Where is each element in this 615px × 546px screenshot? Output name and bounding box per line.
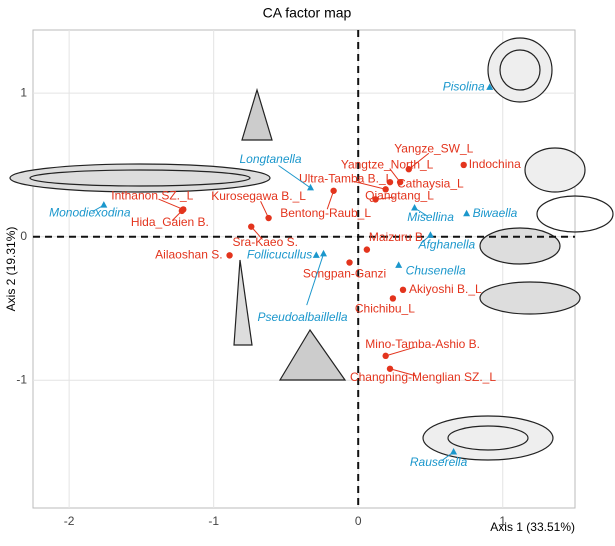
x-tick-label: -2 — [64, 514, 75, 528]
point — [265, 215, 271, 221]
point-label: Bentong-Raub_L — [280, 206, 371, 220]
y-tick-label: 1 — [20, 85, 27, 99]
point-label: Mino-Tamba-Ashio B. — [365, 337, 480, 351]
point-label: Monodiexodina — [49, 205, 131, 219]
point-label: Inthanon SZ._L — [111, 189, 193, 203]
chart-title: CA factor map — [263, 5, 352, 21]
point-label: Kurosegawa B._L — [211, 189, 306, 203]
x-tick-label: 1 — [499, 514, 506, 528]
point-label: Misellina — [407, 210, 454, 224]
point-label: Indochina — [469, 157, 521, 171]
point-label: Biwaella — [473, 206, 518, 220]
x-tick-label: 0 — [355, 514, 362, 528]
point — [179, 208, 185, 214]
point-label: Chusenella — [406, 264, 466, 278]
point-label: Pseudoalbaillella — [257, 310, 347, 324]
point-label: Rauserella — [410, 455, 468, 469]
y-tick-label: 0 — [20, 229, 27, 243]
point-label: Longtanella — [239, 152, 301, 166]
point-label: Follicucullus — [247, 248, 312, 262]
point-label: Akiyoshi B._L — [409, 282, 482, 296]
point-label: Ailaoshan S. — [155, 248, 222, 262]
point-label: Afghanella — [417, 237, 475, 251]
point — [346, 259, 352, 265]
point — [330, 188, 336, 194]
point-label: Yangze_SW_L — [394, 141, 473, 155]
point-label: Ultra-Tamba B._L — [299, 172, 393, 186]
y-axis-title: Axis 2 (19.31%) — [4, 227, 18, 312]
y-tick-label: -1 — [16, 372, 27, 386]
point — [382, 353, 388, 359]
point — [248, 223, 254, 229]
point-label: Pisolina — [443, 80, 485, 94]
point-label: Changning-Menglian SZ._L — [350, 370, 496, 384]
point — [364, 246, 370, 252]
x-tick-label: -1 — [208, 514, 219, 528]
point-label: Yangtze_North_L — [341, 157, 434, 171]
chart: CA factor map Axis 1 (33.51%) Axis 2 (19… — [0, 0, 615, 541]
point — [226, 252, 232, 258]
point — [461, 162, 467, 168]
point-label: Hida_Gaien B. — [131, 215, 209, 229]
point-label: Chichibu_L — [355, 302, 415, 316]
point-label: Qiangtang_L — [365, 189, 434, 203]
point — [400, 287, 406, 293]
